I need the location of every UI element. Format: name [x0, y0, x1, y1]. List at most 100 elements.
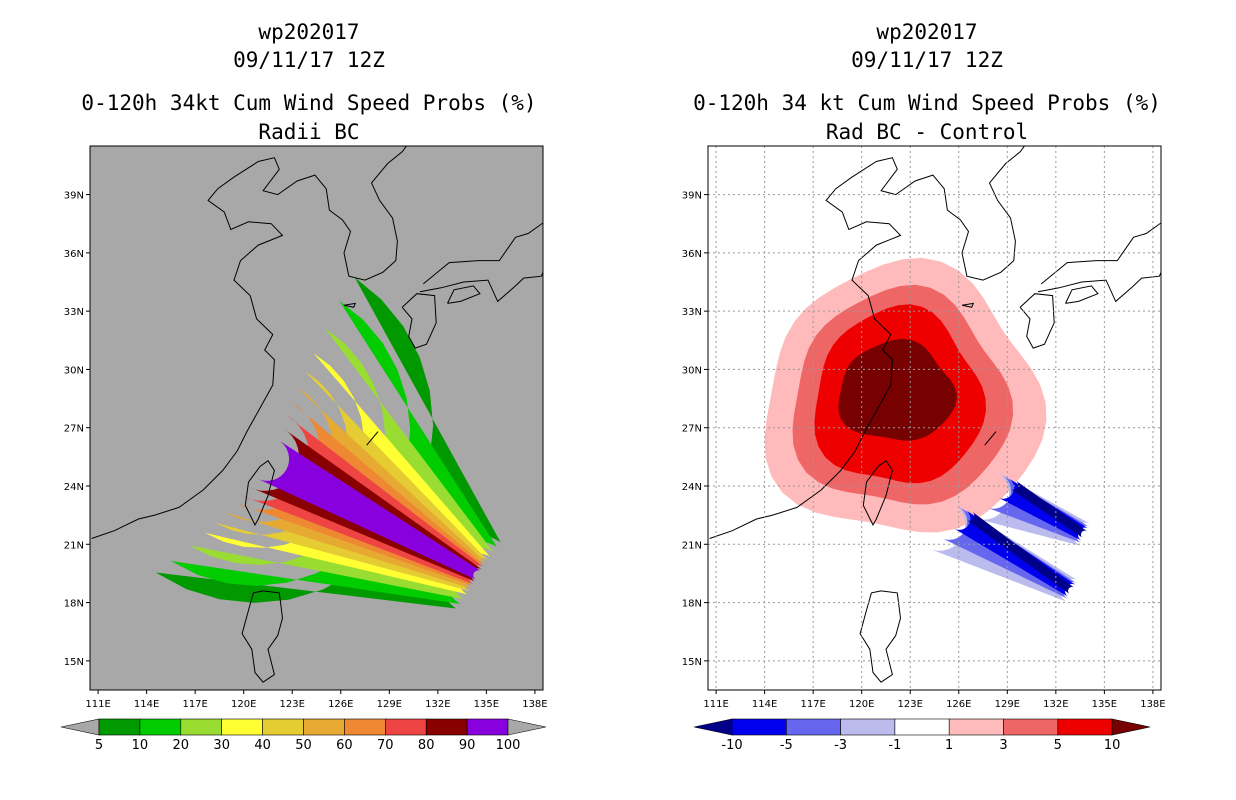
coastline: [709, 146, 1026, 539]
colorbar-cell: [384, 718, 427, 736]
colorbar-label: 5: [95, 738, 103, 753]
coastline: [419, 270, 543, 303]
colorbar-label: 10: [132, 738, 149, 753]
lat-tick-label: 30N: [682, 365, 702, 376]
colorbar-label: 3: [999, 738, 1007, 753]
lon-tick-label: 135E: [1092, 699, 1117, 710]
lon-tick-label: 114E: [134, 699, 159, 710]
datetime-title: 09/11/17 12Z: [851, 48, 1003, 72]
colorbar-label: -5: [780, 738, 793, 753]
coastline: [422, 222, 543, 285]
colorbar-cell: [303, 718, 345, 736]
colorbar-label: 5: [1054, 738, 1062, 753]
colorbar-cell: [344, 718, 386, 736]
colorbar-label: 70: [377, 738, 394, 753]
lat-tick-label: 36N: [64, 249, 84, 260]
colorbar-cell: [786, 718, 841, 736]
difference-map: 39N 36N 33N 30N 27N 24N 21N 18N 15N 111E 114E 117E 1…: [682, 145, 1166, 753]
lon-tick-label: 135E: [474, 699, 499, 710]
probability-band: [256, 439, 481, 580]
positive-difference-band: [838, 338, 957, 441]
coastline: [244, 459, 275, 526]
lon-tick-label: 111E: [85, 699, 110, 710]
left-panel: wp202017 09/11/17 12Z 0-120h 34kt Cum Wi…: [60, 20, 548, 753]
lon-tick-label: 129E: [995, 699, 1020, 710]
lon-tick-label: 117E: [182, 699, 207, 710]
colorbar-label: 60: [336, 738, 353, 753]
lat-tick-label: 39N: [682, 191, 702, 202]
colorbar-label: 20: [173, 738, 190, 753]
subtitle: Rad BC - Control: [825, 120, 1029, 144]
lat-tick-label: 30N: [64, 365, 84, 376]
colorbar-cell: [1003, 718, 1059, 736]
coastline: [1037, 270, 1161, 303]
colorbar-cell: [139, 718, 182, 736]
map-layer: [90, 146, 543, 690]
datetime-title: 09/11/17 12Z: [233, 48, 385, 72]
colorbar-cell: [425, 718, 468, 736]
colorbar-label: -1: [888, 738, 901, 753]
colorbar-triangle-left: [60, 718, 100, 736]
storm-id-title: wp202017: [876, 20, 978, 44]
lat-tick-label: 24N: [64, 482, 84, 493]
lon-tick-label: 129E: [377, 699, 402, 710]
lat-tick-label: 33N: [64, 307, 84, 318]
colorbar-label: -10: [721, 738, 742, 753]
lat-tick-label: 39N: [64, 191, 84, 202]
lon-tick-label: 138E: [522, 699, 547, 710]
lon-tick-label: 126E: [946, 699, 971, 710]
coastline: [91, 146, 408, 539]
product-title: 0-120h 34kt Cum Wind Speed Probs (%): [81, 91, 537, 115]
coastline: [859, 590, 902, 683]
probability-map: 39N 36N 33N 30N 27N 24N 21N 18N 15N 111E 114E 117E 1…: [60, 145, 548, 753]
map-layer: [708, 146, 1161, 690]
colorbar-cell: [948, 718, 1004, 736]
lat-tick-label: 18N: [64, 599, 84, 610]
colorbar-label: 80: [418, 738, 435, 753]
coastline: [1019, 293, 1055, 349]
lat-tick-label: 18N: [682, 599, 702, 610]
lon-tick-label: 111E: [703, 699, 728, 710]
lat-tick-label: 21N: [682, 540, 702, 551]
lon-tick-label: 126E: [328, 699, 353, 710]
coastline: [401, 293, 437, 349]
lon-tick-label: 123E: [280, 699, 305, 710]
colorbar-cell: [894, 718, 950, 736]
lat-tick-label: 21N: [64, 540, 84, 551]
plot-frame: [707, 145, 1162, 691]
subtitle: Radii BC: [258, 120, 360, 144]
colorbar-triangle-left: [693, 718, 733, 736]
plot-frame: [89, 145, 544, 691]
lat-tick-label: 36N: [682, 249, 702, 260]
coastline: [241, 590, 284, 683]
colorbar-label: -3: [834, 738, 847, 753]
lon-tick-label: 114E: [752, 699, 777, 710]
lat-tick-label: 27N: [64, 424, 84, 435]
lon-tick-label: 138E: [1140, 699, 1165, 710]
colorbar-cell: [180, 718, 223, 736]
lon-tick-label: 120E: [231, 699, 256, 710]
colorbar-cell: [731, 718, 787, 736]
lon-tick-label: 123E: [898, 699, 923, 710]
negative-difference-band: [1010, 480, 1088, 538]
colorbar-label: 10: [1104, 738, 1121, 753]
colorbar-cell: [1057, 718, 1113, 736]
colorbar-label: 40: [254, 738, 271, 753]
coastline: [1040, 222, 1161, 285]
colorbar-label: 50: [295, 738, 312, 753]
colorbar-cell: [840, 718, 896, 736]
lon-tick-label: 120E: [849, 699, 874, 710]
lat-tick-label: 15N: [682, 657, 702, 668]
storm-id-title: wp202017: [258, 20, 360, 44]
colorbar-cell: [466, 718, 509, 736]
coastline: [984, 431, 997, 446]
coastline: [961, 302, 975, 308]
colorbar-label: 30: [213, 738, 230, 753]
colorbar-label: 1: [945, 738, 953, 753]
coastline: [862, 459, 893, 526]
lat-tick-label: 27N: [682, 424, 702, 435]
colorbar-cell: [221, 718, 263, 736]
right-panel: wp202017 09/11/17 12Z 0-120h 34 kt Cum W…: [618, 0, 1236, 800]
lon-tick-label: 132E: [1043, 699, 1068, 710]
map-background: [90, 146, 543, 690]
